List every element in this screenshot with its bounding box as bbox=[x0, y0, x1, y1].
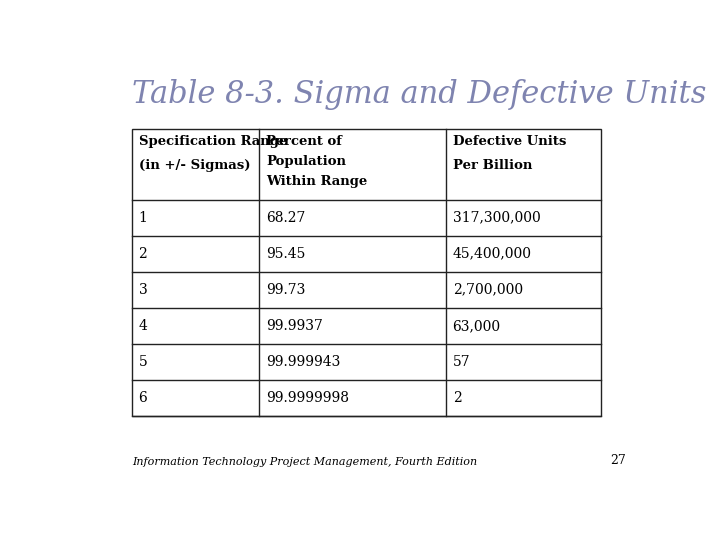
Text: 99.9999998: 99.9999998 bbox=[266, 391, 349, 405]
Text: 68.27: 68.27 bbox=[266, 211, 305, 225]
Text: 57: 57 bbox=[453, 355, 470, 369]
Text: 63,000: 63,000 bbox=[453, 319, 500, 333]
Text: 27: 27 bbox=[610, 454, 626, 467]
Text: 2: 2 bbox=[138, 247, 148, 261]
Text: Specification Range: Specification Range bbox=[138, 136, 287, 148]
Text: Defective Units: Defective Units bbox=[453, 136, 566, 148]
Text: 95.45: 95.45 bbox=[266, 247, 305, 261]
Text: 99.73: 99.73 bbox=[266, 283, 305, 297]
Text: (in +/- Sigmas): (in +/- Sigmas) bbox=[138, 159, 250, 172]
Text: 4: 4 bbox=[138, 319, 148, 333]
Text: 1: 1 bbox=[138, 211, 148, 225]
Text: Table 8-3. Sigma and Defective Units: Table 8-3. Sigma and Defective Units bbox=[132, 79, 706, 110]
Text: 3: 3 bbox=[138, 283, 148, 297]
Text: 2: 2 bbox=[453, 391, 462, 405]
Text: 2,700,000: 2,700,000 bbox=[453, 283, 523, 297]
Text: Per Billion: Per Billion bbox=[453, 159, 532, 172]
Text: Information Technology Project Management, Fourth Edition: Information Technology Project Managemen… bbox=[132, 457, 477, 467]
Text: 99.999943: 99.999943 bbox=[266, 355, 341, 369]
Text: Within Range: Within Range bbox=[266, 175, 367, 188]
Text: 45,400,000: 45,400,000 bbox=[453, 247, 531, 261]
Text: 5: 5 bbox=[138, 355, 148, 369]
Text: Percent of: Percent of bbox=[266, 136, 342, 148]
Text: 99.9937: 99.9937 bbox=[266, 319, 323, 333]
Text: Population: Population bbox=[266, 155, 346, 168]
Text: 317,300,000: 317,300,000 bbox=[453, 211, 540, 225]
Text: 6: 6 bbox=[138, 391, 148, 405]
